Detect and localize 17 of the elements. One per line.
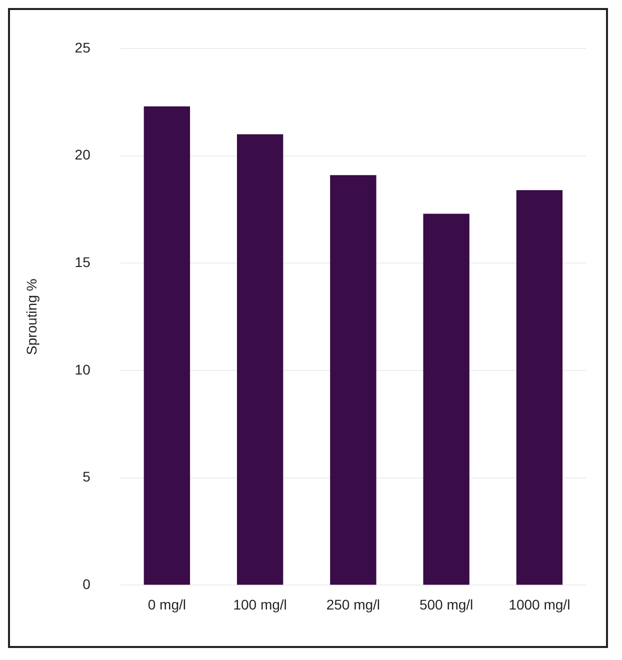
y-tick-label: 5 — [82, 468, 91, 485]
bar — [236, 134, 284, 585]
x-tick-label: 1000 mg/l — [508, 596, 570, 612]
x-tick-label: 100 mg/l — [233, 596, 287, 612]
y-tick-label: 20 — [74, 146, 91, 163]
y-tick-label: 10 — [74, 361, 91, 378]
y-tick-label: 15 — [74, 254, 91, 270]
x-tick-label: 250 mg/l — [326, 596, 380, 612]
y-tick-label: 25 — [74, 39, 91, 56]
y-tick-label: 0 — [82, 576, 91, 592]
bar — [516, 190, 563, 585]
bar — [144, 106, 190, 585]
x-tick-label: 0 mg/l — [148, 596, 186, 612]
x-tick-label: 500 mg/l — [419, 596, 474, 612]
bar — [423, 214, 470, 585]
bar — [330, 175, 376, 585]
y-axis-title: Sprouting % — [23, 278, 40, 355]
